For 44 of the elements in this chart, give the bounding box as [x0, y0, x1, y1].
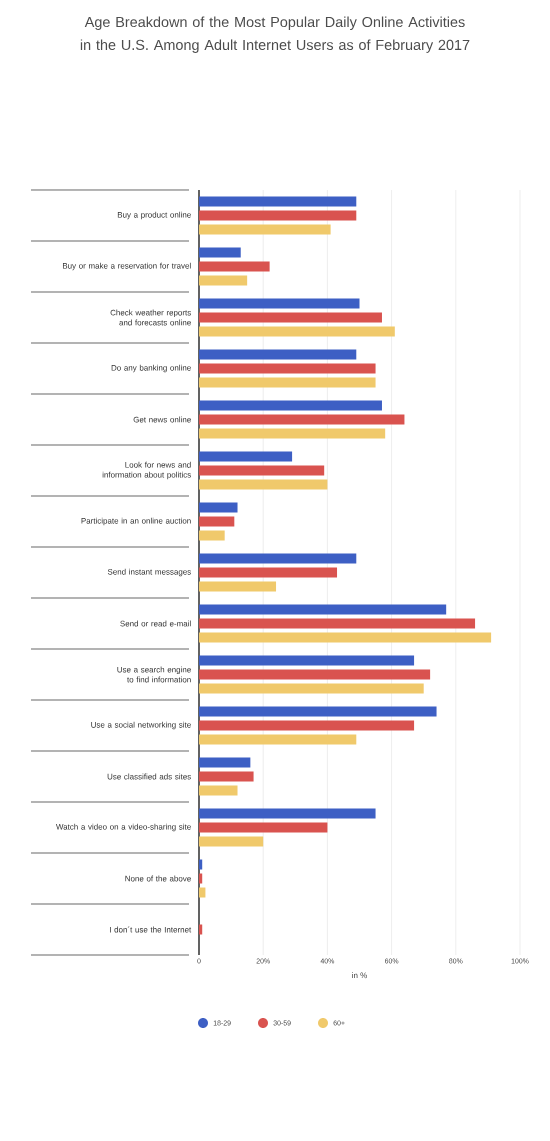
bar	[199, 530, 225, 541]
bar	[199, 734, 357, 745]
bar	[199, 720, 415, 731]
bar	[199, 414, 405, 425]
bar	[199, 553, 357, 564]
bar	[199, 618, 476, 629]
bar	[199, 516, 235, 527]
bar	[199, 873, 203, 884]
bar	[199, 261, 270, 272]
bar	[199, 196, 357, 207]
bar	[199, 771, 254, 782]
bar	[199, 377, 376, 388]
bar	[199, 655, 415, 666]
bar	[199, 757, 251, 768]
bar	[199, 465, 325, 476]
bar	[199, 706, 437, 717]
bar	[199, 326, 395, 337]
bar	[199, 275, 248, 286]
bar	[199, 224, 331, 235]
bar	[199, 312, 382, 323]
bar	[199, 400, 382, 411]
bar	[199, 349, 357, 360]
bar	[199, 581, 277, 592]
bar	[199, 859, 203, 870]
bar	[199, 479, 328, 490]
bar	[199, 247, 241, 258]
bar	[199, 363, 376, 374]
bar	[199, 451, 293, 462]
bar	[199, 822, 328, 833]
chart-title: Age Breakdown of the Most Popular Daily Online Activities in the U.S. Among Adult Internet Users as of February 2017	[80, 16, 470, 53]
bar	[199, 683, 424, 694]
bar	[199, 210, 357, 221]
bar	[199, 836, 264, 847]
bar	[199, 428, 386, 439]
bar	[199, 298, 360, 309]
bar	[199, 808, 376, 819]
bar	[199, 887, 206, 898]
bar	[199, 502, 238, 513]
bar	[199, 604, 447, 615]
bar	[199, 669, 431, 680]
bar	[199, 632, 492, 643]
bar	[199, 924, 203, 935]
bar	[199, 785, 238, 796]
bar	[199, 567, 338, 578]
